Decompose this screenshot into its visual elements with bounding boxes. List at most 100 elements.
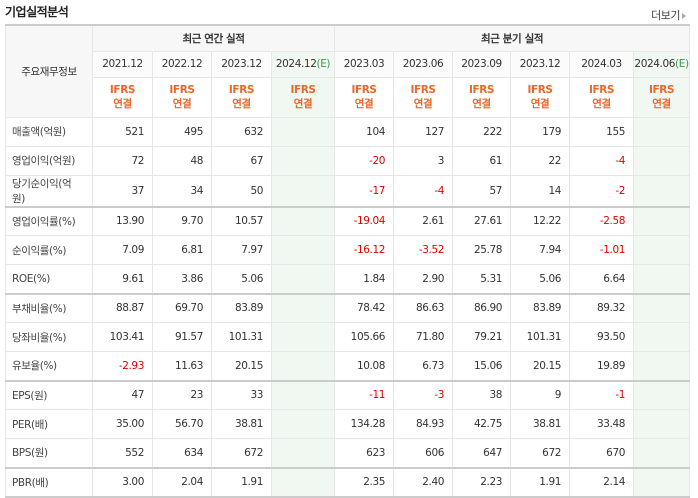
period-date: 2024.06 [634,58,676,70]
row-label: ROE(%) [5,264,93,294]
value-cell [270,466,336,498]
value-cell: 71.80 [393,322,454,352]
accounting-standard: IFRS 연결 [334,76,395,118]
value-cell: 86.90 [452,292,512,323]
value-cell [270,235,336,265]
period-header: 2021.12 [92,50,153,78]
value-cell: 42.75 [452,409,512,439]
table-row: 부채비율(%) 88.87 69.70 83.89 78.42 86.63 86.90 83.… [5,292,691,323]
value-cell [270,174,336,207]
value-cell: -3 [393,379,454,410]
consolidated-label: 연결 [530,98,550,110]
value-cell [633,379,691,410]
value-cell: -19.04 [334,205,395,236]
value-cell [633,235,691,265]
accounting-standard: IFRS 연결 [452,76,512,118]
value-cell: 91.57 [152,322,212,352]
value-cell [633,292,691,323]
value-cell: -2.93 [92,351,153,381]
period-date: 2021.12 [102,58,143,70]
value-cell: -1 [569,379,635,410]
value-cell: 38.81 [510,409,571,439]
value-cell: 11.63 [152,351,212,381]
consolidated-label: 연결 [354,98,374,110]
period-header: 2024.12(E) [270,50,336,78]
value-cell: 89.32 [569,292,635,323]
table-row: 당좌비율(%) 103.41 91.57 101.31 105.66 71.80 79.21… [5,322,691,352]
value-cell: 72 [92,145,153,176]
value-cell: 33 [211,379,272,410]
value-cell [633,466,691,498]
period-header: 2023.12 [510,50,571,78]
row-label: 당기순이익(억원) [5,174,93,207]
value-cell: -17 [334,174,395,207]
row-label: EPS(원) [5,379,93,410]
consolidated-label: 연결 [592,98,611,110]
value-cell: 101.31 [510,322,571,352]
value-cell: 672 [211,438,272,468]
value-cell: 3.00 [92,466,153,498]
value-cell: 5.31 [452,264,512,294]
financial-table: 주요재무정보 최근 연간 실적 최근 분기 실적 2021.12 2022.12 2023… [5,24,691,498]
value-cell: 78.42 [334,292,395,323]
estimate-marker: (E) [316,58,331,70]
ifrs-label: IFRS [351,84,377,96]
more-label: 더보기 [651,9,680,22]
table-row: 매출액(억원) 521 495 632 104 127 222 179 155 [5,116,691,147]
value-cell: 56.70 [152,409,212,439]
accounting-standard: IFRS 연결 [393,76,454,118]
value-cell: 33.48 [569,409,635,439]
table-row: ROE(%) 9.61 3.86 5.06 1.84 2.90 5.31 5.06 6.64 [5,264,691,294]
value-cell: -4 [569,145,635,176]
value-cell: 105.66 [334,322,395,352]
ifrs-label: IFRS [468,84,495,96]
value-cell: 61 [452,145,512,176]
value-cell: 22 [510,145,571,176]
value-cell: 23 [152,379,212,410]
table-row: 당기순이익(억원) 37 34 50 -17 -4 57 14 -2 [5,174,691,207]
value-cell: 13.90 [92,205,153,236]
value-cell: -16.12 [334,235,395,265]
value-cell: 35.00 [92,409,153,439]
period-date: 2024.03 [581,58,622,70]
accounting-standard: IFRS 연결 [152,76,212,118]
value-cell: 134.28 [334,409,395,439]
value-cell: 6.81 [152,235,212,265]
value-cell: 83.89 [211,292,272,323]
value-cell: -1.01 [569,235,635,265]
value-cell: -2 [569,174,635,207]
value-cell: 1.91 [211,466,272,498]
value-cell [270,351,336,381]
row-label: BPS(원) [5,438,93,468]
row-label: 유보율(%) [5,351,93,381]
table-row: 유보율(%) -2.93 11.63 20.15 10.08 6.73 15.06 20.15… [5,351,691,381]
accounting-standard: IFRS 연결 [92,76,153,118]
value-cell: 222 [452,116,512,147]
value-cell [633,438,691,468]
value-cell: 2.04 [152,466,212,498]
value-cell: 5.06 [211,264,272,294]
value-cell: 57 [452,174,512,207]
ifrs-label: IFRS [588,84,615,96]
accounting-standard: IFRS 연결 [569,76,635,118]
consolidated-label: 연결 [652,98,671,110]
value-cell: -4 [393,174,454,207]
ifrs-label: IFRS [527,84,553,96]
period-header: 2024.03 [569,50,635,78]
value-cell: 50 [211,174,272,207]
row-label: 매출액(억원) [5,116,93,147]
more-link[interactable]: 더보기 [651,7,686,23]
value-cell [270,116,336,147]
quarter-group-header: 최근 분기 실적 [334,24,691,52]
period-header: 2022.12 [152,50,212,78]
consolidated-label: 연결 [172,98,192,110]
row-label: 순이익률(%) [5,235,93,265]
value-cell: 2.40 [393,466,454,498]
value-cell [270,145,336,176]
ifrs-label: IFRS [410,84,436,96]
value-cell: -20 [334,145,395,176]
period-date: 2023.12 [221,58,262,70]
value-cell: 34 [152,174,212,207]
value-cell: -3.52 [393,235,454,265]
ifrs-label: IFRS [169,84,195,96]
